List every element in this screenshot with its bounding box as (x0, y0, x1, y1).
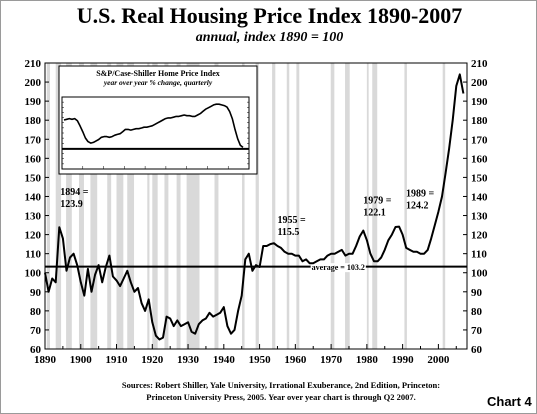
x-tick-label: 1960 (284, 354, 307, 366)
shaded-period (116, 63, 124, 349)
y-tick-label-left: 60 (30, 344, 42, 356)
y-tick-label-right: 100 (471, 268, 488, 280)
x-tick-label: 1990 (392, 354, 415, 366)
inset-plot-area (61, 96, 250, 170)
y-tick-label-left: 180 (25, 115, 42, 127)
annotation-label: 1894 = (60, 187, 89, 198)
y-tick-label-left: 70 (30, 325, 42, 337)
housing-index-line (44, 73, 465, 341)
annotation-label: 123.9 (60, 199, 83, 210)
shaded-period (78, 63, 84, 349)
shaded-period (255, 63, 259, 349)
chart-subtitle: annual, index 1890 = 100 (195, 30, 344, 45)
y-tick-label-right: 80 (471, 306, 483, 318)
shaded-periods (46, 63, 446, 349)
y-tick-label-left: 110 (25, 249, 41, 261)
y-tick-label-left: 150 (25, 172, 42, 184)
sources-line-2: Princeton University Press, 2005. Year o… (146, 392, 416, 402)
sources-note: Sources: Robert Shiller, Yale University… (81, 379, 481, 403)
annotation-label: 1955 = (277, 215, 306, 226)
shaded-period (330, 63, 335, 349)
annotation-label: 122.1 (363, 208, 386, 219)
shaded-period (90, 63, 98, 349)
annotation-label: 1989 = (406, 189, 435, 200)
shaded-period (127, 63, 135, 349)
inset-line (62, 103, 249, 150)
x-tick-label: 2000 (427, 354, 450, 366)
sources-line-1: Sources: Robert Shiller, Yale University… (121, 380, 441, 390)
plot-area (44, 62, 468, 350)
y-tick-label-left: 210 (25, 58, 42, 70)
y-tick-label-left: 100 (25, 268, 42, 280)
shaded-period (152, 63, 158, 349)
x-tick-label: 1940 (213, 354, 236, 366)
shaded-period (147, 63, 150, 349)
annotation-label: 124.2 (406, 201, 429, 212)
shaded-period (214, 63, 219, 349)
shaded-period (164, 63, 169, 349)
shaded-period (272, 63, 276, 349)
inset-chart: S&P/Case-Shiller Home Price Index year o… (58, 65, 258, 175)
y-tick-label-right: 130 (471, 211, 488, 223)
y-tick-label-right: 120 (471, 230, 488, 242)
inset-series-line (63, 103, 244, 149)
y-tick-label-right: 70 (471, 325, 483, 337)
shaded-period (372, 63, 378, 349)
y-tick-label-right: 60 (471, 344, 483, 356)
y-tick-label-right: 170 (471, 134, 488, 146)
y-tick-label-left: 140 (25, 191, 42, 203)
chart-title: U.S. Real Housing Price Index 1890-2007 (76, 3, 463, 28)
y-tick-label-left: 200 (25, 77, 42, 89)
y-tick-label-left: 160 (25, 153, 42, 165)
annotations: 1894 =123.9 1955 =115.5 1979 =122.1 1989 =1… (60, 187, 434, 238)
shaded-period (442, 63, 446, 349)
shaded-period (107, 63, 112, 349)
x-tick-label: 1930 (177, 354, 200, 366)
x-tick-label: 1920 (141, 354, 164, 366)
axis-ticks: 60 60 70 70 80 80 90 90 100 100 110 110 120 120 130 130… (25, 58, 489, 366)
x-tick-label: 1950 (249, 354, 272, 366)
y-tick-label-left: 190 (25, 96, 42, 108)
shaded-period (55, 63, 62, 349)
shaded-period (176, 63, 181, 349)
x-tick-label: 1890 (34, 354, 57, 366)
x-tick-label: 1980 (356, 354, 379, 366)
average-label-background (310, 263, 366, 273)
y-tick-label-right: 160 (471, 153, 488, 165)
index-line (44, 73, 465, 341)
shaded-period (242, 63, 245, 349)
x-tick-label: 1900 (70, 354, 93, 366)
y-tick-label-right: 190 (471, 96, 488, 108)
y-tick-label-right: 110 (471, 249, 487, 261)
shaded-period (345, 63, 350, 349)
y-tick-label-right: 210 (471, 58, 488, 70)
shaded-period (286, 63, 290, 349)
y-tick-label-left: 120 (25, 230, 42, 242)
annotation-label: 115.5 (277, 227, 299, 238)
shaded-period (366, 63, 369, 349)
shaded-period (404, 63, 407, 349)
shaded-period (296, 63, 300, 349)
y-tick-label-left: 170 (25, 134, 42, 146)
inset-subtitle: year over year % change, quarterly (103, 78, 213, 87)
inset-title: S&P/Case-Shiller Home Price Index (96, 69, 220, 78)
chart-number-label: Chart 4 (487, 394, 532, 409)
y-tick-label-right: 180 (471, 115, 488, 127)
shaded-period (46, 63, 51, 349)
shaded-period (66, 63, 72, 349)
annotation-label: 1979 = (363, 196, 392, 207)
x-tick-label: 1970 (320, 354, 343, 366)
average-label: average = 103.2 (312, 263, 365, 272)
y-tick-label-right: 140 (471, 191, 488, 203)
y-tick-label-left: 90 (30, 287, 42, 299)
y-tick-label-right: 90 (471, 287, 483, 299)
y-tick-label-right: 150 (471, 172, 488, 184)
x-tick-label: 1910 (106, 354, 129, 366)
y-tick-label-left: 130 (25, 211, 42, 223)
y-tick-label-right: 200 (471, 77, 488, 89)
y-tick-label-left: 80 (30, 306, 42, 318)
